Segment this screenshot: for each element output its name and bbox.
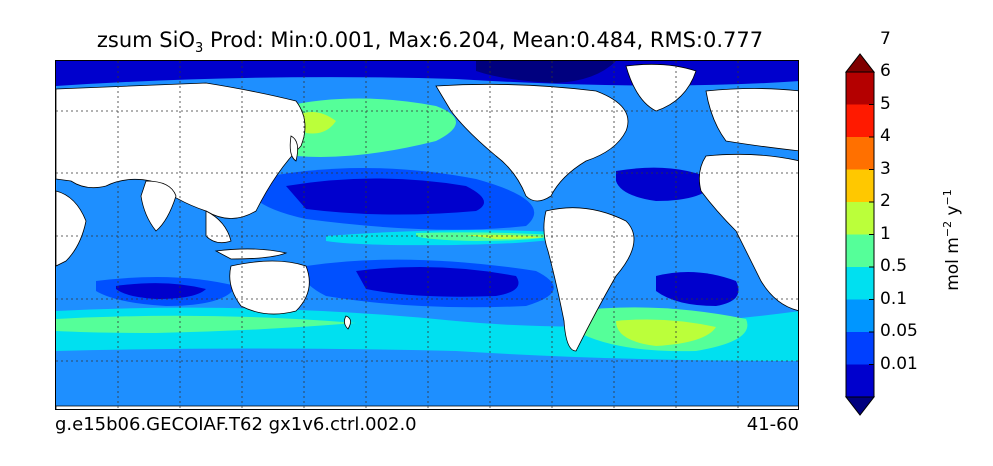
colorbar-segment — [846, 234, 874, 267]
colorbar-tick-label: 5 — [880, 93, 891, 114]
north-pacific-subpolar — [280, 98, 456, 157]
colorbar-segment — [846, 72, 874, 105]
colorbar-segment — [846, 169, 874, 202]
colorbar-tick-label: 3 — [880, 158, 891, 179]
run-id-label: g.e15b06.GECOIAF.T62 gx1v6.ctrl.002.0 — [55, 414, 417, 435]
colorbar-tick-label: 4 — [880, 126, 891, 146]
colorbar-extend-min — [844, 396, 876, 416]
colorbar-segment — [846, 137, 874, 170]
colorbar-segment — [846, 202, 874, 235]
graticule — [56, 61, 798, 409]
colorbar-extend-max — [844, 53, 876, 73]
colorbar-unit-label: mol m−2 y−1 — [941, 189, 963, 291]
colorbar-segment — [846, 364, 874, 397]
colorbar-tick-label: 7 — [880, 28, 891, 49]
colorbar-segment — [846, 332, 874, 365]
years-label: 41-60 — [746, 414, 799, 435]
land-masses — [56, 63, 798, 409]
ocean-field-map — [56, 61, 798, 409]
map-panel — [55, 60, 799, 410]
south-atlantic-gyre — [656, 272, 739, 306]
colorbar-tick-label: 0.01 — [880, 353, 918, 374]
colorbar-tick-label: 6 — [880, 61, 891, 81]
map-title: zsum SiO3 Prod: Min:0.001, Max:6.204, Me… — [96, 28, 764, 57]
colorbar-segment — [846, 104, 874, 137]
north-atlantic-gyre — [616, 167, 716, 201]
colorbar-segment — [846, 267, 874, 300]
colorbar-segment — [846, 299, 874, 332]
colorbar-tick-label: 2 — [880, 191, 891, 211]
arctic-ocean-dark — [56, 61, 798, 86]
colorbar-tick-label: 0.1 — [880, 288, 908, 309]
colorbar-tick-label: 0.5 — [880, 256, 908, 276]
colorbar — [844, 53, 876, 416]
colorbar-tick-label: 1 — [880, 223, 891, 244]
colorbar-tick-label: 0.05 — [880, 321, 918, 341]
